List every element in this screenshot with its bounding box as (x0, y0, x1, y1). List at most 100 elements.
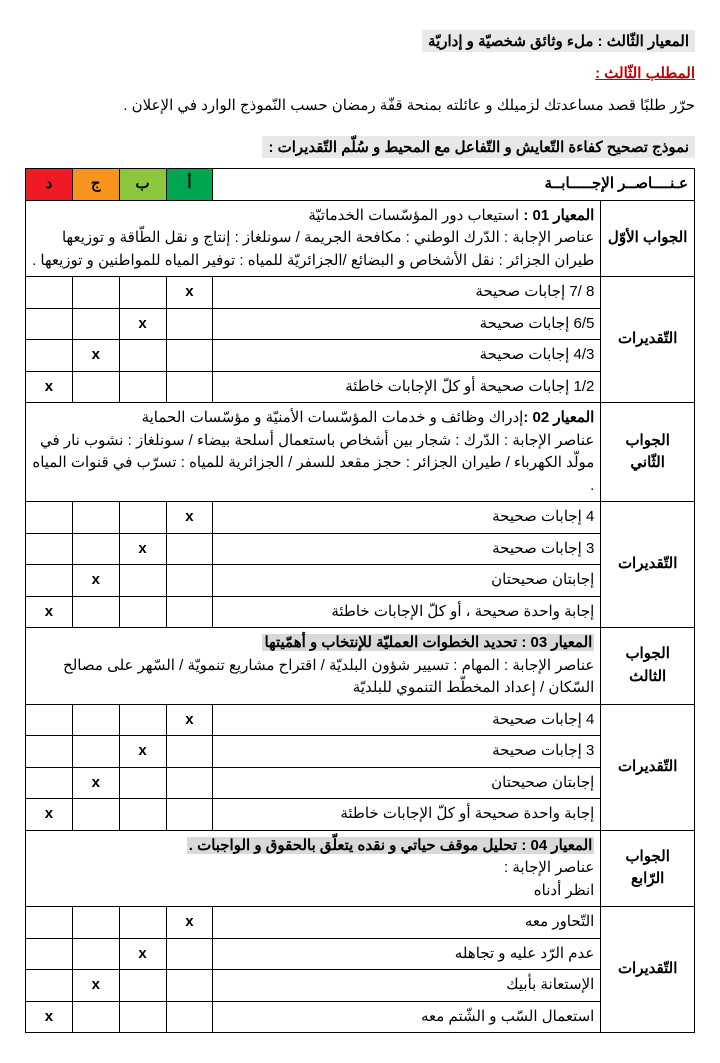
grade-mark-a (166, 533, 213, 565)
grade-text: عدم الرّد عليه و تجاهله (213, 938, 601, 970)
grade-mark-d (26, 907, 73, 939)
grade-row: 4/3 إجابات صحيحةx (26, 340, 695, 372)
grade-text: 6/5 إجابات صحيحة (213, 308, 601, 340)
grade-mark-d (26, 704, 73, 736)
grade-row: إجابتان صحيحتانx (26, 767, 695, 799)
answer-label-cell: الجواب الأوّل (601, 200, 695, 277)
answer-label-cell: الجواب الرّابع (601, 830, 695, 907)
grade-mark-d (26, 502, 73, 534)
grade-text: الإستعانة بأبيك (213, 970, 601, 1002)
grades-label-cell: التّقديرات (601, 277, 695, 403)
grades-label-cell: التّقديرات (601, 704, 695, 830)
grade-mark-d (26, 736, 73, 768)
grade-mark-c (72, 938, 119, 970)
grade-mark-d: x (26, 596, 73, 628)
grade-mark-a (166, 596, 213, 628)
header-a: أ (166, 169, 213, 201)
criterion-title: المعيار الثّالث : ملء وثائق شخصيّة و إدا… (422, 30, 695, 52)
grade-mark-c (72, 1001, 119, 1033)
grade-mark-a (166, 308, 213, 340)
grade-mark-d (26, 938, 73, 970)
grade-mark-b (119, 371, 166, 403)
grade-text: 4 إجابات صحيحة (213, 704, 601, 736)
grade-mark-a (166, 767, 213, 799)
grade-text: إجابتان صحيحتان (213, 767, 601, 799)
header-d: د (26, 169, 73, 201)
grade-mark-c: x (72, 340, 119, 372)
grade-mark-b (119, 596, 166, 628)
criterion-cell: المعيار 01 : استيعاب دور المؤسّسات الخدم… (26, 200, 601, 277)
grade-mark-a (166, 1001, 213, 1033)
criterion-cell: المعيار 03 : تحديد الخطوات العمليّة للإن… (26, 628, 601, 705)
grade-mark-a (166, 799, 213, 831)
grade-mark-a (166, 736, 213, 768)
grade-row: التّقديرات8 /7 إجابات صحيحةx (26, 277, 695, 309)
grade-row: التّقديراتالتّحاور معهx (26, 907, 695, 939)
grade-row: إجابة واحدة صحيحة أو كلّ الإجابات خاطئةx (26, 799, 695, 831)
criterion-row: الجواب الثالثالمعيار 03 : تحديد الخطوات … (26, 628, 695, 705)
grade-mark-b: x (119, 533, 166, 565)
grade-mark-b (119, 1001, 166, 1033)
grade-mark-b (119, 970, 166, 1002)
grade-mark-c (72, 704, 119, 736)
grade-text: إجابة واحدة صحيحة أو كلّ الإجابات خاطئة (213, 799, 601, 831)
criterion-row: الجواب الأوّلالمعيار 01 : استيعاب دور ال… (26, 200, 695, 277)
grade-mark-a: x (166, 277, 213, 309)
grade-mark-c (72, 736, 119, 768)
grades-label-cell: التّقديرات (601, 502, 695, 628)
grade-mark-c (72, 596, 119, 628)
grade-mark-d (26, 565, 73, 597)
grade-mark-c: x (72, 970, 119, 1002)
grade-row: التّقديرات4 إجابات صحيحةx (26, 704, 695, 736)
grade-text: 3 إجابات صحيحة (213, 533, 601, 565)
grade-mark-c (72, 277, 119, 309)
grade-mark-c (72, 799, 119, 831)
criterion-row: الجواب الثّانيالمعيار 02 :إدراك وظائف و … (26, 403, 695, 502)
grade-row: إجابتان صحيحتان x (26, 565, 695, 597)
grade-row: عدم الرّد عليه و تجاهله x (26, 938, 695, 970)
criterion-cell: المعيار 02 :إدراك وظائف و خدمات المؤسّسا… (26, 403, 601, 502)
grade-row: الإستعانة بأبيك x (26, 970, 695, 1002)
grade-mark-c (72, 907, 119, 939)
grades-label-cell: التّقديرات (601, 907, 695, 1033)
grade-mark-b: x (119, 736, 166, 768)
header-b: ب (119, 169, 166, 201)
grade-row: 1/2 إجابات صحيحة أو كلّ الإجابات خاطئةx (26, 371, 695, 403)
grade-text: 4 إجابات صحيحة (213, 502, 601, 534)
grade-row: 3 إجابات صحيحة x (26, 736, 695, 768)
grade-mark-b (119, 907, 166, 939)
grade-mark-a (166, 371, 213, 403)
grade-mark-a (166, 938, 213, 970)
grade-mark-b (119, 704, 166, 736)
grade-mark-b (119, 277, 166, 309)
grade-row: 3 إجابات صحيحة x (26, 533, 695, 565)
grade-text: إجابة واحدة صحيحة ، أو كلّ الإجابات خاطئ… (213, 596, 601, 628)
grade-mark-a (166, 970, 213, 1002)
grade-mark-b (119, 502, 166, 534)
grade-row: استعمال السّب و الشّتم معه x (26, 1001, 695, 1033)
grade-text: 3 إجابات صحيحة (213, 736, 601, 768)
grade-mark-a (166, 565, 213, 597)
header-elements: عـنــــاصــر الإجـــــابــة (213, 169, 695, 201)
grade-mark-c (72, 502, 119, 534)
grade-mark-d (26, 767, 73, 799)
header-c: ج (72, 169, 119, 201)
grade-mark-d (26, 340, 73, 372)
grade-mark-b: x (119, 308, 166, 340)
grade-mark-c (72, 533, 119, 565)
grade-text: 8 /7 إجابات صحيحة (213, 277, 601, 309)
grade-text: استعمال السّب و الشّتم معه (213, 1001, 601, 1033)
grade-mark-c (72, 371, 119, 403)
grade-text: إجابتان صحيحتان (213, 565, 601, 597)
grade-mark-c: x (72, 565, 119, 597)
grade-mark-a: x (166, 907, 213, 939)
grade-mark-b (119, 565, 166, 597)
request-title: المطلب الثّالث : (25, 64, 695, 82)
grade-mark-d: x (26, 371, 73, 403)
grade-mark-d: x (26, 1001, 73, 1033)
grade-row: 6/5 إجابات صحيحة x (26, 308, 695, 340)
grade-text: التّحاور معه (213, 907, 601, 939)
grade-mark-b: x (119, 938, 166, 970)
grading-table: عـنــــاصــر الإجـــــابــة أ ب ج د الجو… (25, 168, 695, 1033)
grade-row: التّقديرات4 إجابات صحيحةx (26, 502, 695, 534)
